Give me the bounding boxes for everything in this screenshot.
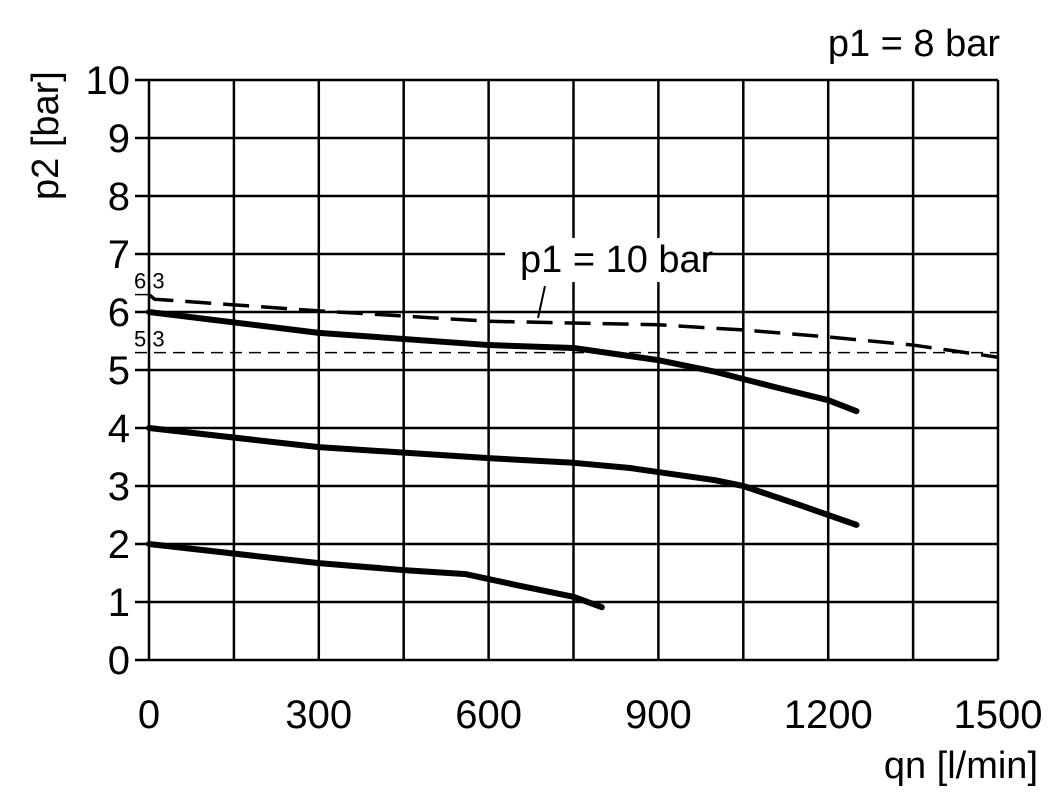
chart-title: p1 = 8 bar <box>828 23 1001 65</box>
y-tick-label: 4 <box>108 407 130 451</box>
x-tick-label: 300 <box>285 693 352 737</box>
series-line-1 <box>146 309 860 415</box>
x-tick-label: 900 <box>625 693 692 737</box>
series-label-bg <box>505 238 705 282</box>
grid <box>135 78 1000 662</box>
series-line-2 <box>146 425 860 528</box>
reference-lines: 6,3 5,3 <box>134 269 998 354</box>
y-tick-label: 0 <box>108 639 130 683</box>
x-tick-label: 600 <box>455 693 522 737</box>
series-label-p1-10: p1 = 10 bar <box>520 239 714 281</box>
series-group <box>146 293 999 611</box>
y-tick-label: 3 <box>108 465 130 509</box>
x-tick-label: 1200 <box>784 693 873 737</box>
y-tick-label: 9 <box>108 117 130 161</box>
series-line-4 <box>147 293 999 359</box>
y-tick-label: 8 <box>108 175 130 219</box>
y-tick-label: 2 <box>108 523 130 567</box>
y-tick-label: 5 <box>108 349 130 393</box>
x-axis-label: qn [l/min] <box>884 745 1038 787</box>
series-line-3 <box>146 541 605 611</box>
series-label-leader <box>537 285 546 319</box>
y-tick-label: 7 <box>108 233 130 277</box>
y-tick-label: 6 <box>108 291 130 335</box>
y-tick-label: 1 <box>108 581 130 625</box>
tick-labels: 0 300 600 900 1200 1500 0 1 2 3 4 5 6 7 8 9 10 <box>86 59 1043 737</box>
reference-label: 6,3 <box>134 269 165 294</box>
y-tick-label: 10 <box>86 59 131 103</box>
reference-label: 5,3 <box>134 327 165 352</box>
x-tick-label: 0 <box>138 693 160 737</box>
x-tick-label: 1500 <box>954 693 1043 737</box>
y-axis-label: p2 [bar] <box>25 71 67 200</box>
